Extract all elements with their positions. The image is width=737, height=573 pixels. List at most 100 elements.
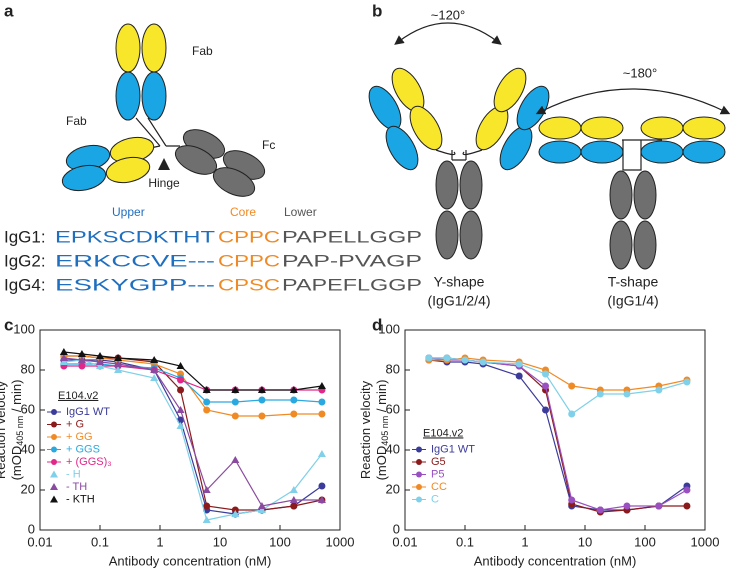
point	[114, 360, 123, 367]
series-line	[63, 359, 323, 515]
legend-label: C	[431, 493, 439, 505]
x-tick-label: 0.1	[91, 534, 109, 549]
point	[231, 386, 240, 393]
legend-label: + GG	[66, 431, 93, 443]
point	[202, 386, 211, 393]
y-axis-title: Reaction velocity(mOD405 nm / min)	[358, 380, 390, 481]
point	[231, 510, 240, 517]
point	[150, 374, 159, 381]
sequence-lower: PAP-PVAGP	[282, 251, 422, 270]
y-tick-label: 40	[21, 441, 35, 456]
legend-title: E104.v2	[423, 427, 463, 439]
plot-frame	[404, 329, 706, 531]
point	[176, 362, 185, 369]
sequence-name: IgG4:	[4, 275, 46, 294]
point	[318, 482, 326, 490]
sequence-lower: PAPEFLGGP	[282, 275, 422, 294]
legend-label: + G	[66, 418, 84, 430]
point	[515, 360, 523, 368]
series-line	[63, 359, 323, 521]
y-axis-title: Reaction velocity(mOD405 nm / min)	[0, 380, 25, 481]
label-hinge: Hinge	[148, 176, 180, 190]
point	[258, 412, 266, 420]
point	[568, 496, 576, 504]
y-tick-label: 100	[378, 321, 400, 336]
point	[317, 382, 326, 389]
point	[655, 502, 663, 510]
point	[568, 382, 576, 390]
point	[177, 386, 185, 394]
legend-label: IgG1 WT	[431, 443, 475, 455]
y-title-unit: (mOD	[9, 446, 24, 481]
x-tick-label: 0.01	[392, 534, 417, 549]
point	[425, 354, 433, 362]
chart: 0 20 40 60 80 100 0.01 0.1 1 10 100 1000 Antibody co…	[0, 321, 354, 568]
sequence-lower: PAPELLGGP	[282, 227, 422, 246]
x-axis-title: Antibody concentration (nM)	[474, 553, 637, 568]
point	[289, 386, 298, 393]
y-tick-label: 60	[386, 401, 400, 416]
legend-label: G5	[431, 456, 446, 468]
point	[542, 370, 550, 378]
series-line	[63, 355, 323, 511]
legend-label: - KTH	[66, 493, 95, 505]
series-line	[63, 357, 322, 507]
shape-label: Y-shape	[434, 274, 485, 290]
y-title-line: Reaction velocity	[0, 380, 8, 479]
y-tick-label: 0	[393, 521, 400, 536]
point	[177, 376, 185, 384]
point	[683, 486, 691, 494]
point	[203, 406, 211, 414]
point	[59, 348, 68, 355]
legend-swatch	[50, 483, 58, 490]
region-core: Core	[230, 205, 256, 219]
x-tick-label: 0.1	[456, 534, 474, 549]
point	[96, 352, 104, 359]
y-title-sub: 405 nm	[380, 416, 390, 446]
point	[289, 486, 298, 493]
point	[515, 372, 523, 380]
legend-swatch	[51, 434, 57, 440]
point	[59, 358, 68, 365]
shape-label: T-shape	[608, 274, 659, 290]
angle-label: ~120°	[431, 7, 465, 22]
point	[289, 496, 298, 503]
legend-swatch	[416, 496, 422, 503]
point	[317, 496, 326, 503]
y-tick-label: 80	[21, 361, 35, 376]
legend-swatch	[51, 421, 57, 428]
point	[96, 362, 104, 369]
angle-label: ~180°	[623, 65, 657, 80]
point	[77, 356, 86, 363]
antibody-diagram	[61, 23, 266, 197]
sequence-core: CPPC	[218, 227, 280, 246]
x-tick-label: 100	[634, 534, 656, 549]
sequence-core: CPPC	[218, 251, 280, 270]
point	[596, 506, 604, 514]
y-title-line: Reaction velocity	[358, 380, 373, 479]
point	[150, 366, 159, 373]
point	[443, 354, 451, 362]
point	[231, 398, 239, 406]
legend-swatch	[416, 471, 422, 478]
chart: 0 20 40 60 80 100 0.01 0.1 1 10 100 1000 Antibody co…	[358, 321, 719, 568]
legend-swatch	[51, 459, 57, 465]
shape-note: (IgG1/4)	[607, 293, 658, 309]
point	[231, 456, 240, 463]
point	[542, 406, 550, 414]
legend-swatch	[416, 484, 422, 490]
sequence-core: CPSC	[218, 275, 280, 294]
legend-swatch	[51, 446, 57, 453]
point	[202, 486, 211, 493]
y-tick-label: 100	[13, 321, 35, 336]
legend-swatch	[50, 470, 58, 478]
y-tick-label: 60	[21, 401, 35, 416]
point	[203, 502, 211, 510]
legend-label: + (GGS)₃	[66, 456, 112, 468]
legend-swatch	[51, 409, 57, 415]
series-line	[63, 363, 322, 403]
point	[623, 502, 631, 510]
label-fc: Fc	[262, 138, 275, 152]
y-title-unit: / min)	[374, 380, 389, 416]
y-title-sub: 405 nm	[15, 416, 25, 446]
